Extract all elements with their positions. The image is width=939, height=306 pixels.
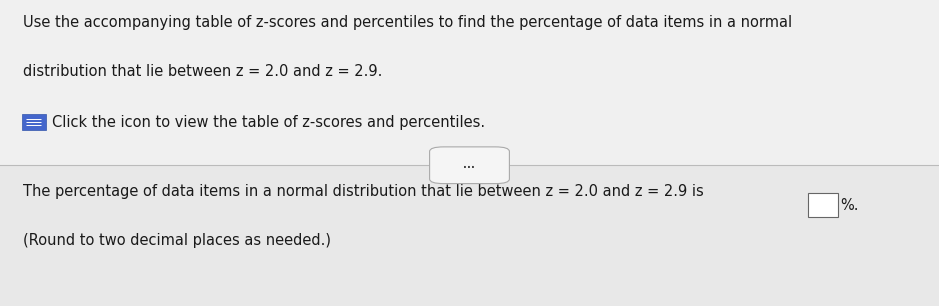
Text: ...: ... (464, 160, 475, 170)
FancyBboxPatch shape (22, 114, 46, 130)
Text: The percentage of data items in a normal distribution that lie between z = 2.0 a: The percentage of data items in a normal… (23, 184, 709, 199)
FancyBboxPatch shape (808, 193, 838, 217)
FancyBboxPatch shape (430, 147, 509, 184)
Text: %.: %. (840, 197, 859, 213)
Bar (0, 165, 939, 306)
Text: distribution that lie between z = 2.0 and z = 2.9.: distribution that lie between z = 2.0 an… (23, 64, 383, 79)
Text: (Round to two decimal places as needed.): (Round to two decimal places as needed.) (23, 233, 331, 248)
Text: Click the icon to view the table of z-scores and percentiles.: Click the icon to view the table of z-sc… (52, 115, 485, 130)
Bar (0, 0, 939, 165)
Text: Use the accompanying table of z-scores and percentiles to find the percentage of: Use the accompanying table of z-scores a… (23, 15, 793, 30)
